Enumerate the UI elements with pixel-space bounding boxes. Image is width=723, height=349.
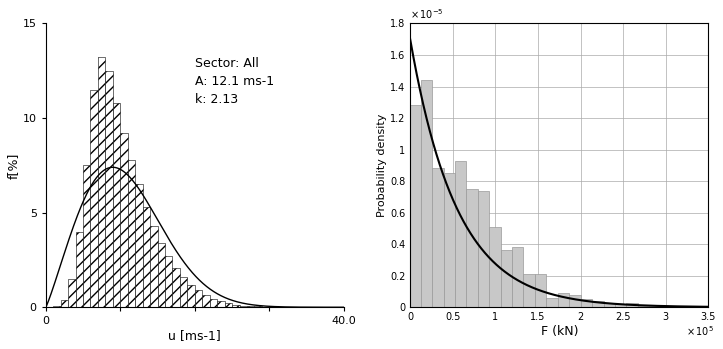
Bar xyxy=(225,303,232,307)
Bar xyxy=(570,295,581,307)
Bar xyxy=(523,274,536,307)
Bar xyxy=(683,306,694,307)
Bar xyxy=(501,251,513,307)
Bar xyxy=(547,298,557,307)
Bar xyxy=(638,306,649,307)
Bar xyxy=(195,290,202,307)
Text: Sector: All
A: 12.1 ms-1
k: 2.13: Sector: All A: 12.1 ms-1 k: 2.13 xyxy=(195,58,274,106)
Bar xyxy=(106,71,113,307)
Y-axis label: Probability density: Probability density xyxy=(377,114,387,217)
Bar xyxy=(113,103,120,307)
Bar xyxy=(54,306,61,307)
Bar xyxy=(432,169,444,307)
Bar xyxy=(180,277,187,307)
Bar xyxy=(455,161,466,307)
Bar xyxy=(165,256,173,307)
Bar xyxy=(83,165,90,307)
Bar xyxy=(187,284,195,307)
Bar xyxy=(210,299,217,307)
Bar xyxy=(513,247,523,307)
Bar xyxy=(625,303,638,307)
Text: $\times\,10^5$: $\times\,10^5$ xyxy=(686,324,714,338)
Bar xyxy=(68,279,76,307)
Bar xyxy=(444,173,455,307)
Bar xyxy=(120,133,128,307)
Bar xyxy=(466,189,479,307)
Y-axis label: f[%]: f[%] xyxy=(7,152,20,179)
Bar xyxy=(557,293,570,307)
Bar xyxy=(142,207,150,307)
Bar xyxy=(479,191,489,307)
Bar xyxy=(615,304,625,307)
Bar xyxy=(150,226,158,307)
Bar xyxy=(128,159,135,307)
Bar xyxy=(247,306,254,307)
Bar xyxy=(410,105,422,307)
Bar xyxy=(660,306,672,307)
Bar xyxy=(672,306,683,307)
Bar xyxy=(98,58,106,307)
Bar xyxy=(202,295,210,307)
Bar xyxy=(591,301,604,307)
Bar xyxy=(649,306,660,307)
Bar xyxy=(158,243,165,307)
Bar xyxy=(581,299,591,307)
Bar xyxy=(173,268,180,307)
Bar xyxy=(422,80,432,307)
Bar xyxy=(61,300,68,307)
Bar xyxy=(90,90,98,307)
Text: $\times\,10^{-5}$: $\times\,10^{-5}$ xyxy=(410,7,444,21)
Bar xyxy=(239,305,247,307)
Bar xyxy=(536,274,547,307)
X-axis label: F (kN): F (kN) xyxy=(541,325,578,338)
Bar xyxy=(217,301,225,307)
Bar xyxy=(604,303,615,307)
Bar xyxy=(135,184,142,307)
Bar xyxy=(232,305,239,307)
Bar xyxy=(489,227,501,307)
X-axis label: u [ms-1]: u [ms-1] xyxy=(168,329,221,342)
Bar xyxy=(76,232,83,307)
Bar xyxy=(254,306,262,307)
